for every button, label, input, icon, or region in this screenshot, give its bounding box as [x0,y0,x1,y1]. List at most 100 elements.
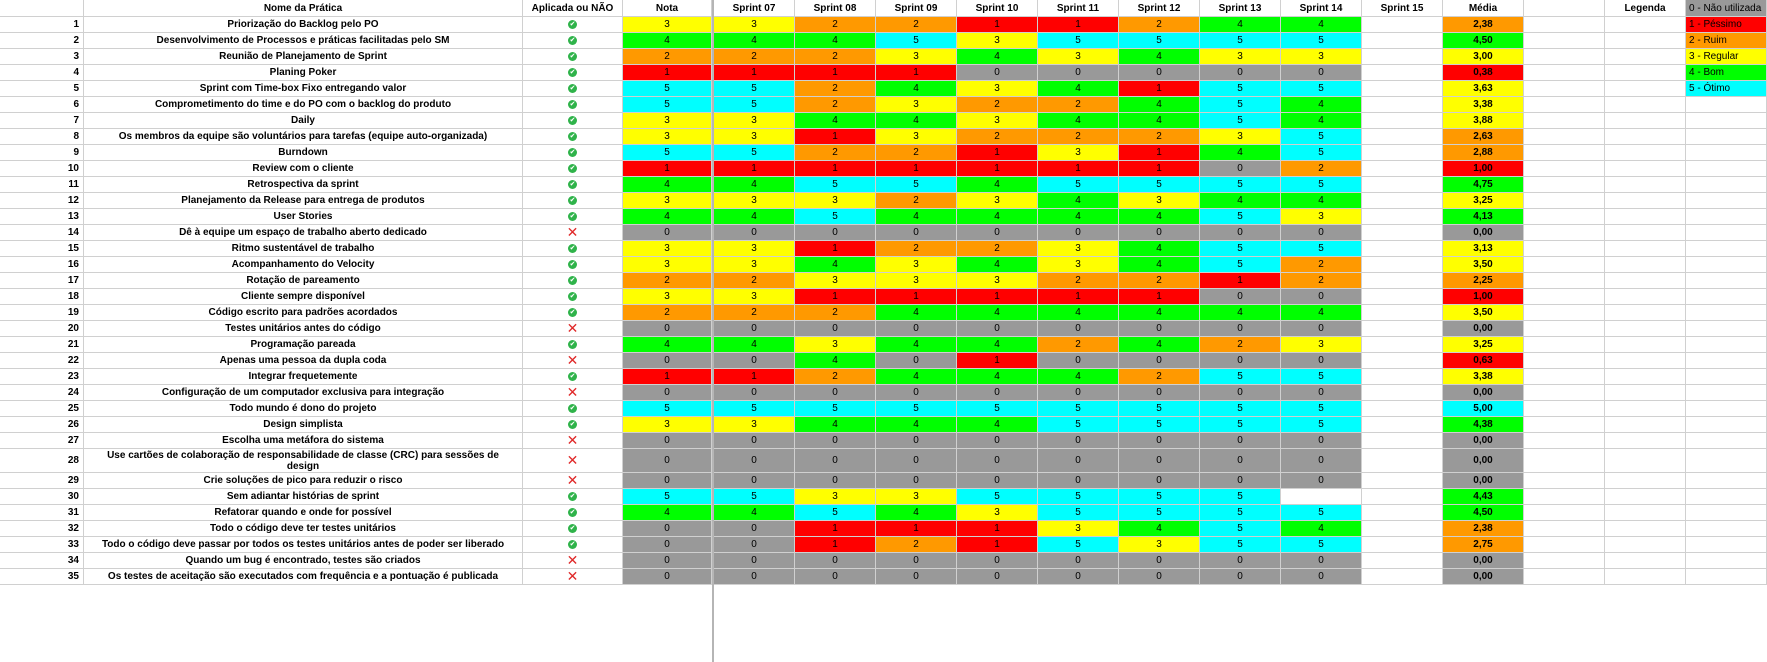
score-cell-sprint-10[interactable]: 0 [957,473,1038,489]
score-cell-sprint-14[interactable]: 3 [1281,209,1362,225]
score-cell-nota[interactable]: 1 [623,65,712,81]
header-legenda[interactable]: Legenda [1605,0,1686,17]
score-cell-nota[interactable]: 3 [623,193,712,209]
score-cell-sprint-09[interactable]: 4 [876,305,957,321]
score-cell-sprint-08[interactable]: 4 [795,417,876,433]
average-cell[interactable]: 4,38 [1443,417,1524,433]
score-cell-sprint-14[interactable]: 3 [1281,49,1362,65]
score-cell-sprint-10[interactable]: 0 [957,569,1038,585]
score-cell-sprint-11[interactable]: 3 [1038,49,1119,65]
applied-cell[interactable]: ✕ [523,321,623,337]
score-cell-sprint-09[interactable]: 0 [876,353,957,369]
average-cell[interactable]: 4,13 [1443,209,1524,225]
empty-cell[interactable] [1605,97,1686,113]
score-cell-sprint-11[interactable]: 0 [1038,225,1119,241]
row-number[interactable]: 4 [0,65,84,81]
score-cell-sprint-07[interactable]: 0 [714,537,795,553]
score-cell-nota[interactable]: 0 [623,449,712,473]
average-cell[interactable]: 0,00 [1443,321,1524,337]
score-cell-sprint-15[interactable] [1362,449,1443,473]
practice-name[interactable]: Planing Poker [84,65,523,81]
score-cell-sprint-15[interactable] [1362,337,1443,353]
applied-cell[interactable]: ✕ [523,225,623,241]
row-number[interactable]: 33 [0,537,84,553]
score-cell-sprint-13[interactable]: 0 [1200,161,1281,177]
score-cell-sprint-10[interactable]: 3 [957,81,1038,97]
score-cell-sprint-12[interactable]: 0 [1119,449,1200,473]
practice-name[interactable]: Dê à equipe um espaço de trabalho aberto… [84,225,523,241]
score-cell-sprint-12[interactable]: 0 [1119,353,1200,369]
score-cell-sprint-10[interactable]: 5 [957,401,1038,417]
score-cell-sprint-09[interactable]: 3 [876,97,957,113]
applied-cell[interactable]: ✔ [523,305,623,321]
score-cell-nota[interactable]: 3 [623,113,712,129]
empty-cell[interactable] [1524,17,1605,33]
score-cell-sprint-08[interactable]: 1 [795,289,876,305]
score-cell-sprint-10[interactable]: 1 [957,145,1038,161]
empty-cell[interactable] [1524,417,1605,433]
score-cell-sprint-11[interactable]: 3 [1038,145,1119,161]
empty-cell[interactable] [1686,337,1767,353]
score-cell-sprint-15[interactable] [1362,473,1443,489]
score-cell-sprint-12[interactable]: 0 [1119,225,1200,241]
empty-cell[interactable] [1605,337,1686,353]
score-cell-sprint-14[interactable]: 4 [1281,17,1362,33]
score-cell-sprint-08[interactable]: 1 [795,129,876,145]
score-cell-sprint-07[interactable]: 1 [714,161,795,177]
score-cell-sprint-07[interactable]: 3 [714,289,795,305]
empty-cell[interactable] [1686,569,1767,585]
score-cell-sprint-08[interactable]: 4 [795,353,876,369]
score-cell-sprint-15[interactable] [1362,97,1443,113]
score-cell-sprint-12[interactable]: 0 [1119,569,1200,585]
score-cell-sprint-07[interactable]: 3 [714,113,795,129]
score-cell-nota[interactable]: 0 [623,521,712,537]
score-cell-sprint-08[interactable]: 5 [795,505,876,521]
score-cell-sprint-08[interactable]: 1 [795,161,876,177]
score-cell-sprint-13[interactable]: 0 [1200,473,1281,489]
score-cell-sprint-12[interactable]: 0 [1119,553,1200,569]
score-cell-nota[interactable]: 4 [623,337,712,353]
score-cell-sprint-11[interactable]: 4 [1038,113,1119,129]
row-number[interactable]: 34 [0,553,84,569]
empty-cell[interactable] [1524,97,1605,113]
empty-cell[interactable] [1524,337,1605,353]
practice-name[interactable]: Design simplista [84,417,523,433]
row-number[interactable]: 27 [0,433,84,449]
average-cell[interactable]: 4,50 [1443,33,1524,49]
score-cell-sprint-14[interactable]: 4 [1281,193,1362,209]
empty-cell[interactable] [1524,129,1605,145]
empty-cell[interactable] [1524,33,1605,49]
row-number[interactable]: 25 [0,401,84,417]
row-number[interactable]: 21 [0,337,84,353]
row-number[interactable]: 28 [0,449,84,473]
score-cell-sprint-09[interactable]: 3 [876,49,957,65]
score-cell-sprint-12[interactable]: 5 [1119,177,1200,193]
empty-cell[interactable] [1605,65,1686,81]
empty-cell[interactable] [1524,505,1605,521]
score-cell-nota[interactable]: 0 [623,473,712,489]
score-cell-sprint-10[interactable]: 0 [957,553,1038,569]
score-cell-sprint-12[interactable]: 3 [1119,193,1200,209]
empty-cell[interactable] [1524,537,1605,553]
applied-cell[interactable]: ✔ [523,97,623,113]
score-cell-sprint-12[interactable]: 4 [1119,209,1200,225]
empty-cell[interactable] [1686,113,1767,129]
score-cell-sprint-09[interactable]: 3 [876,489,957,505]
score-cell-sprint-13[interactable]: 3 [1200,129,1281,145]
empty-cell[interactable] [1605,129,1686,145]
score-cell-sprint-13[interactable]: 0 [1200,433,1281,449]
score-cell-sprint-14[interactable]: 5 [1281,417,1362,433]
score-cell-nota[interactable]: 0 [623,569,712,585]
score-cell-nota[interactable]: 5 [623,145,712,161]
score-cell-sprint-10[interactable]: 0 [957,65,1038,81]
legend-item-1[interactable]: 1 - Péssimo [1686,17,1767,33]
score-cell-sprint-08[interactable]: 2 [795,145,876,161]
score-cell-sprint-10[interactable]: 0 [957,321,1038,337]
score-cell-sprint-12[interactable]: 4 [1119,521,1200,537]
score-cell-sprint-09[interactable]: 2 [876,241,957,257]
score-cell-sprint-12[interactable]: 4 [1119,241,1200,257]
score-cell-nota[interactable]: 5 [623,81,712,97]
score-cell-sprint-14[interactable]: 0 [1281,65,1362,81]
empty-cell[interactable] [1605,505,1686,521]
average-cell[interactable]: 3,25 [1443,193,1524,209]
